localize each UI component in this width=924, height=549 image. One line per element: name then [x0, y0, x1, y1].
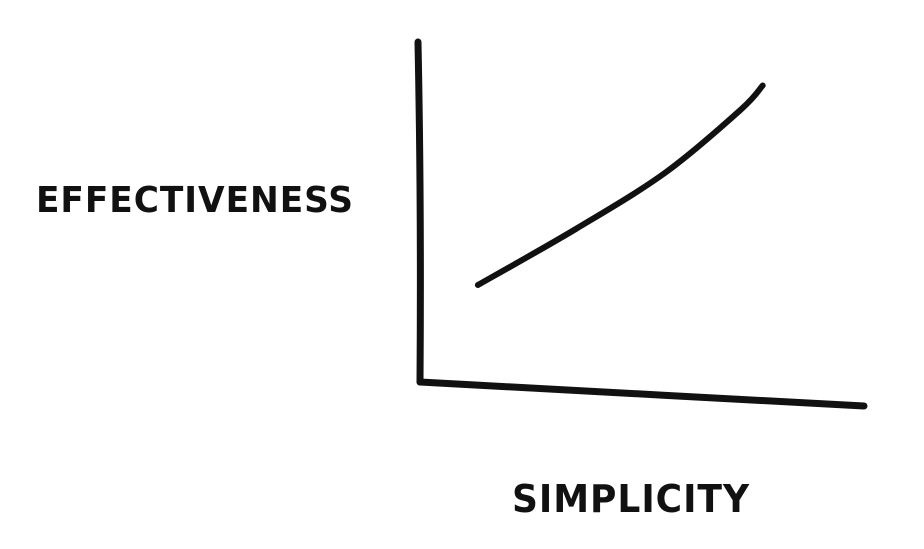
x-axis-line	[416, 378, 868, 410]
y-axis-line	[414, 38, 424, 386]
series-line	[474, 82, 766, 288]
y-axis-label: EFFECTIVENESS	[36, 180, 354, 221]
x-axis-label: SIMPLICITY	[512, 477, 750, 521]
